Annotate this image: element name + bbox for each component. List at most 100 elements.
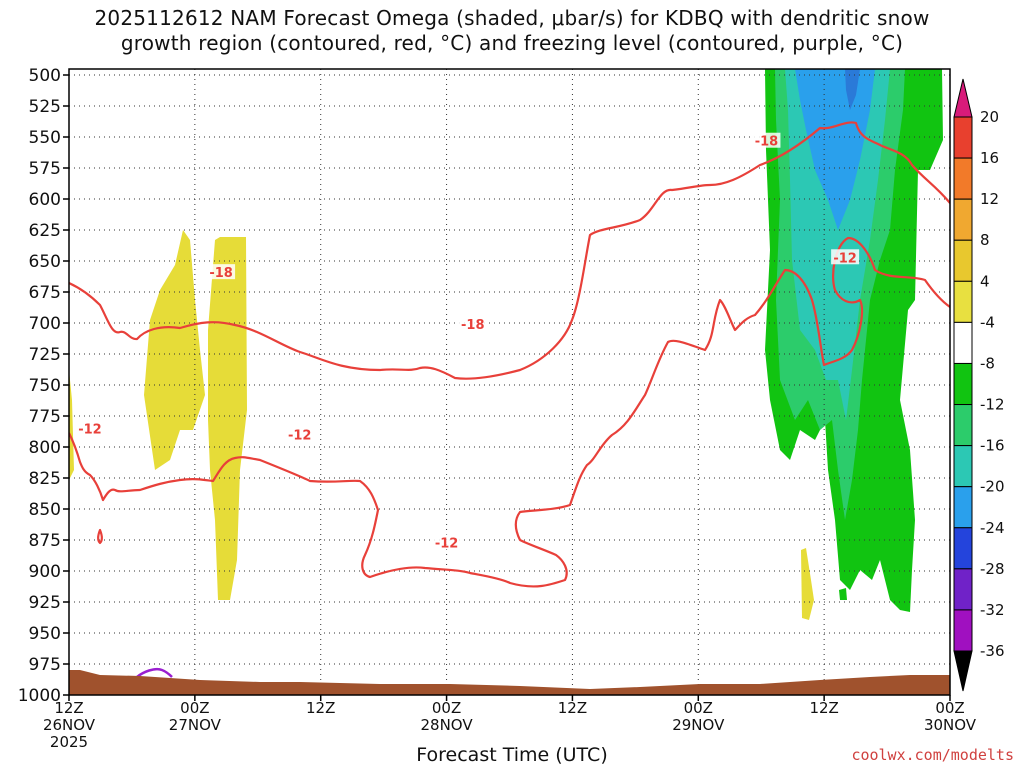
- colorbar-segment: [953, 116, 973, 159]
- y-tick-label: 700: [29, 314, 61, 334]
- contours: [69, 121, 950, 678]
- x-tick-label: 26NOV: [43, 716, 96, 734]
- y-axis: 500 525 550 575 600 625 650 675 700 725 750 775 800 8…: [18, 66, 69, 706]
- contour-label-bg: [432, 534, 461, 550]
- omega-positive-region: [69, 370, 74, 480]
- terrain: [69, 670, 950, 695]
- colorbar-label: -4: [980, 313, 995, 331]
- x-tick-label: 12Z: [54, 699, 83, 717]
- omega-negative-region: [839, 588, 847, 600]
- contour-labels: -18 -18 -18 -12 -12 -12 -12: [75, 132, 860, 551]
- colorbar-segment: [953, 321, 973, 364]
- colorbar-segment: [953, 445, 973, 488]
- omega-negative-region: [785, 69, 890, 420]
- colorbar: 20 16 12 8 4 -4 -8 -12 -16 -20 -24 -28 -32 -36: [953, 78, 1005, 692]
- colorbar-label: -36: [980, 642, 1005, 660]
- contour-label: -12: [78, 422, 102, 437]
- colorbar-label: -24: [980, 519, 1005, 537]
- contour-label-bg: [458, 316, 487, 332]
- freezing-level-contour: [136, 667, 173, 678]
- colorbar-label: 16: [980, 149, 999, 167]
- colorbar-label: -12: [980, 396, 1005, 414]
- x-tick-label: 00Z: [684, 699, 713, 717]
- colorbar-label: -28: [980, 560, 1005, 578]
- y-tick-label: 575: [29, 159, 61, 179]
- y-tick-label: 525: [29, 97, 61, 117]
- omega-shading: [69, 69, 943, 620]
- colorbar-segment: [953, 198, 973, 241]
- contour-label: -12: [833, 251, 857, 266]
- x-tick-label: 12Z: [306, 699, 335, 717]
- colorbar-label: -32: [980, 601, 1005, 619]
- colorbar-segment: [953, 239, 973, 282]
- colorbar-label: 20: [980, 108, 999, 126]
- y-tick-label: 550: [29, 128, 61, 148]
- y-tick-label: 950: [29, 624, 61, 644]
- grid: [69, 69, 950, 695]
- colorbar-segment: [953, 486, 973, 529]
- x-axis-title: Forecast Time (UTC): [416, 744, 608, 766]
- y-tick-label: 725: [29, 345, 61, 365]
- omega-positive-region: [144, 230, 205, 470]
- omega-negative-region: [845, 69, 860, 110]
- contour-label: -18: [461, 318, 485, 333]
- y-tick-label: 975: [29, 655, 61, 675]
- y-tick-label: 675: [29, 283, 61, 303]
- colorbar-bottom-triangle: [953, 650, 973, 692]
- contour-label: -18: [209, 266, 233, 281]
- colorbar-top-triangle: [953, 78, 973, 118]
- x-tick-label: 28NOV: [421, 716, 474, 734]
- omega-negative-region: [795, 69, 875, 230]
- credit-link[interactable]: coolwx.com/modelts: [851, 746, 1014, 764]
- colorbar-segment: [953, 280, 973, 323]
- contour-label: -18: [755, 135, 779, 150]
- y-tick-label: 875: [29, 531, 61, 551]
- x-tick-label: 00Z: [432, 699, 461, 717]
- contour-label-bg: [831, 249, 860, 265]
- plot-frame: [68, 68, 951, 696]
- chart-title: 2025112612 NAM Forecast Omega (shaded, μ…: [0, 6, 1024, 56]
- x-tick-label: 12Z: [809, 699, 838, 717]
- y-tick-label: 625: [29, 221, 61, 241]
- colorbar-segment: [953, 527, 973, 570]
- y-tick-label: 850: [29, 500, 61, 520]
- y-tick-label: 750: [29, 376, 61, 396]
- x-tick-label: 27NOV: [169, 716, 222, 734]
- omega-positive-region: [208, 237, 247, 600]
- y-tick-label: 775: [29, 407, 61, 427]
- colorbar-label: -8: [980, 354, 995, 372]
- contour-minus18: [69, 121, 950, 380]
- colorbar-segment: [953, 404, 973, 447]
- y-tick-label: 925: [29, 593, 61, 613]
- title-line-1: 2025112612 NAM Forecast Omega (shaded, μ…: [94, 6, 930, 30]
- contour-minus18: [97, 528, 103, 545]
- y-tick-label: 900: [29, 562, 61, 582]
- x-tick-label: 2025: [50, 733, 88, 751]
- x-tick-label: 00Z: [935, 699, 964, 717]
- colorbar-segment: [953, 157, 973, 200]
- x-tick-label: 12Z: [558, 699, 587, 717]
- y-tick-label: 800: [29, 438, 61, 458]
- contour-label: -12: [288, 429, 312, 444]
- x-tick-label: 29NOV: [672, 716, 725, 734]
- colorbar-label: -20: [980, 478, 1005, 496]
- contour-label-bg: [207, 264, 236, 280]
- colorbar-label: 8: [980, 231, 990, 249]
- contour-label-bg: [752, 132, 781, 148]
- colorbar-label: -16: [980, 437, 1005, 455]
- colorbar-segment: [953, 568, 973, 611]
- contour-label: -12: [435, 536, 459, 551]
- y-tick-label: 600: [29, 190, 61, 210]
- contour-minus18: [69, 236, 950, 588]
- y-tick-label: 650: [29, 252, 61, 272]
- title-line-2: growth region (contoured, red, °C) and f…: [120, 31, 904, 55]
- y-tick-label: 1000: [18, 686, 61, 706]
- y-tick-label: 825: [29, 469, 61, 489]
- colorbar-segment: [953, 609, 973, 652]
- contour-label-bg: [75, 420, 104, 436]
- x-tick-label: 30NOV: [924, 716, 977, 734]
- colorbar-label: 12: [980, 190, 999, 208]
- colorbar-label: 4: [980, 272, 990, 290]
